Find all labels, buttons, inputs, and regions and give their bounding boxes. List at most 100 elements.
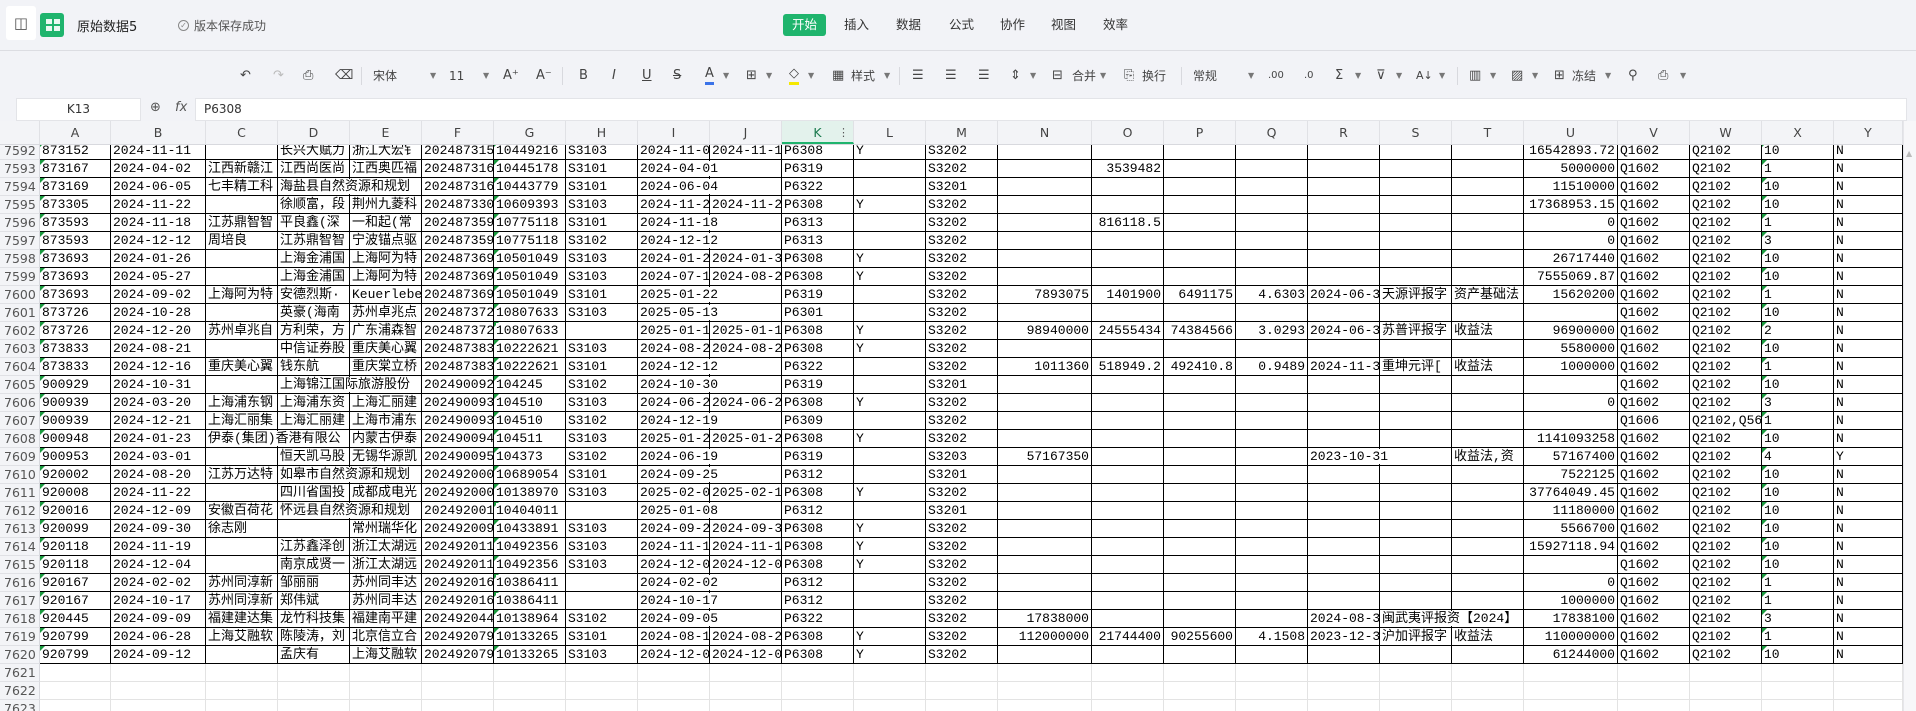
cell-r7614[interactable] [1308, 538, 1380, 556]
cell-l7597[interactable] [854, 232, 926, 250]
chevron-down-icon[interactable]: ▼ [808, 71, 815, 80]
cell-n7595[interactable] [998, 196, 1092, 214]
cell-t7604[interactable]: 收益法 [1452, 358, 1524, 376]
cell-c7603[interactable] [206, 340, 278, 358]
cell-f7607[interactable]: 202490093 [422, 412, 494, 430]
cell-h7601[interactable]: S3103 [566, 304, 638, 322]
cell-u7612[interactable]: 11180000 [1524, 502, 1618, 520]
font-size-select[interactable]: 11 [449, 69, 465, 83]
cell-c7592[interactable] [206, 142, 278, 160]
cell-n7602[interactable]: 98940000 [998, 322, 1092, 340]
cell-e7597[interactable]: 宁波锚点驱 [350, 232, 422, 250]
cell-j7608[interactable]: 2025-01-2 [710, 430, 782, 448]
cell-h7596[interactable]: S3101 [566, 214, 638, 232]
cell-l7598[interactable]: Y [854, 250, 926, 268]
cell-y7593[interactable]: N [1834, 160, 1903, 178]
cell-n7618[interactable]: 17838000 [998, 610, 1092, 628]
cell-m7623[interactable] [926, 700, 998, 711]
cell-o7604[interactable]: 518949.2 [1092, 358, 1164, 376]
cell-r7617[interactable] [1308, 592, 1380, 610]
cell-h7609[interactable]: S3102 [566, 448, 638, 466]
cell-f7601[interactable]: 202487372 [422, 304, 494, 322]
cell-j7622[interactable] [710, 682, 782, 700]
cell-v7611[interactable]: Q1602 [1618, 484, 1690, 502]
cell-m7596[interactable]: S3202 [926, 214, 998, 232]
cell-c7612[interactable]: 安徽百荷花 [206, 502, 278, 520]
cell-v7601[interactable]: Q1602 [1618, 304, 1690, 322]
cell-k7612[interactable]: P6312 [782, 502, 854, 520]
cell-l7613[interactable]: Y [854, 520, 926, 538]
cell-k7601[interactable]: P6301 [782, 304, 854, 322]
cell-s7617[interactable] [1380, 592, 1452, 610]
cell-y7614[interactable]: N [1834, 538, 1903, 556]
cell-f7618[interactable]: 202492044 [422, 610, 494, 628]
cell-h7600[interactable]: S3101 [566, 286, 638, 304]
cell-j7617[interactable] [710, 592, 782, 610]
cell-q7623[interactable] [1236, 700, 1308, 711]
column-header-e[interactable]: E [350, 121, 422, 144]
cell-a7619[interactable]: 920799 [40, 628, 111, 646]
cell-h7623[interactable] [566, 700, 638, 711]
cell-y7616[interactable]: N [1834, 574, 1903, 592]
cell-w7596[interactable]: Q2102 [1690, 214, 1762, 232]
cell-j7620[interactable]: 2024-12-0 [710, 646, 782, 664]
chevron-down-icon[interactable]: ▼ [1030, 71, 1037, 80]
redo-icon[interactable]: ↷ [273, 68, 284, 83]
cell-f7616[interactable]: 202492016 [422, 574, 494, 592]
cell-b7612[interactable]: 2024-12-09 [111, 502, 206, 520]
cell-t7609[interactable]: 收益法,资 [1452, 448, 1524, 466]
cell-w7614[interactable]: Q2102 [1690, 538, 1762, 556]
cell-x7594[interactable]: 10 [1762, 178, 1834, 196]
cell-n7607[interactable] [998, 412, 1092, 430]
cell-s7609[interactable] [1380, 448, 1452, 466]
cell-g7605[interactable]: 104245 [494, 376, 566, 394]
chevron-down-icon[interactable]: ▼ [1605, 71, 1612, 80]
cell-e7600[interactable]: Keuerlebe [350, 286, 422, 304]
cell-s7612[interactable] [1380, 502, 1452, 520]
cell-i7607[interactable]: 2024-12-19 [638, 412, 719, 430]
cell-r7597[interactable] [1308, 232, 1380, 250]
cell-k7615[interactable]: P6308 [782, 556, 854, 574]
cell-m7606[interactable]: S3202 [926, 394, 998, 412]
cell-j7609[interactable] [710, 448, 782, 466]
menu-tab-efficiency[interactable]: 效率 [1103, 17, 1129, 32]
cell-d7601[interactable]: 英豪(海南 [278, 304, 350, 322]
row-header[interactable]: 7616 [0, 574, 40, 592]
cell-s7596[interactable] [1380, 214, 1452, 232]
cell-f7602[interactable]: 202487372 [422, 322, 494, 340]
cell-o7618[interactable] [1092, 610, 1164, 628]
cell-y7610[interactable]: N [1834, 466, 1903, 484]
cell-j7623[interactable] [710, 700, 782, 711]
cell-p7618[interactable] [1164, 610, 1236, 628]
cell-j7613[interactable]: 2024-09-3 [710, 520, 782, 538]
cell-n7623[interactable] [998, 700, 1092, 711]
column-header-a[interactable]: A [40, 121, 111, 144]
cell-q7609[interactable] [1236, 448, 1308, 466]
cell-g7608[interactable]: 104511 [494, 430, 566, 448]
cell-w7620[interactable]: Q2102 [1690, 646, 1762, 664]
cell-e7612[interactable] [350, 502, 422, 520]
cell-p7597[interactable] [1164, 232, 1236, 250]
cell-u7621[interactable] [1524, 664, 1618, 682]
cell-i7619[interactable]: 2024-08-1 [638, 628, 710, 646]
cell-s7605[interactable] [1380, 376, 1452, 394]
cell-e7617[interactable]: 苏州同丰达 [350, 592, 422, 610]
cell-k7619[interactable]: P6308 [782, 628, 854, 646]
cell-e7602[interactable]: 广东浦森智 [350, 322, 422, 340]
cell-l7623[interactable] [854, 700, 926, 711]
cell-x7623[interactable] [1762, 700, 1834, 711]
cell-x7599[interactable]: 10 [1762, 268, 1834, 286]
cell-j7604[interactable] [710, 358, 782, 376]
cell-e7601[interactable]: 苏州卓兆点 [350, 304, 422, 322]
cell-i7597[interactable]: 2024-12-12 [638, 232, 719, 250]
cell-u7618[interactable]: 17838100 [1524, 610, 1618, 628]
cell-p7607[interactable] [1164, 412, 1236, 430]
cell-t7597[interactable] [1452, 232, 1524, 250]
cell-w7606[interactable]: Q2102 [1690, 394, 1762, 412]
cell-b7613[interactable]: 2024-09-30 [111, 520, 206, 538]
cell-t7623[interactable] [1452, 700, 1524, 711]
cell-y7611[interactable]: N [1834, 484, 1903, 502]
row-header[interactable]: 7605 [0, 376, 40, 394]
cell-w7609[interactable]: Q2102 [1690, 448, 1762, 466]
cell-k7608[interactable]: P6308 [782, 430, 854, 448]
